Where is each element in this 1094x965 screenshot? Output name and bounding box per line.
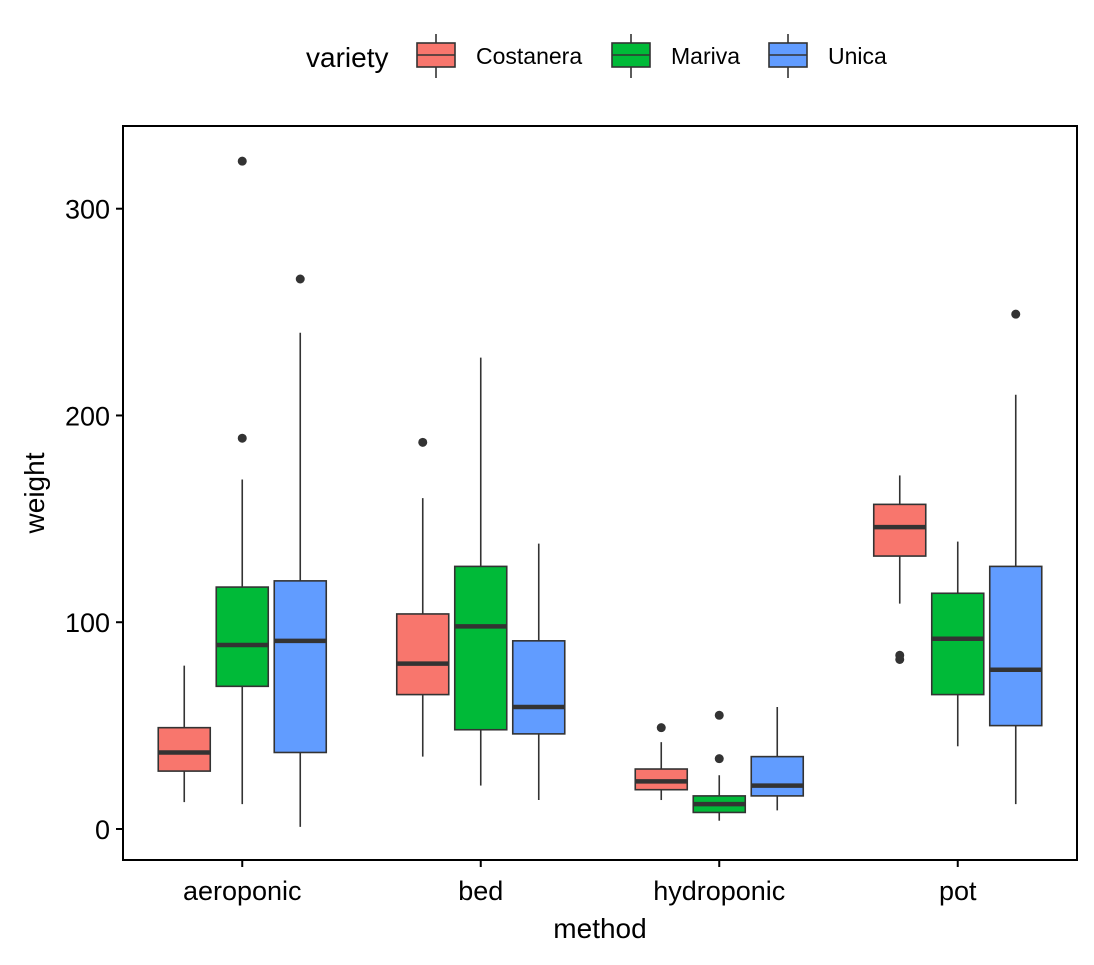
box-costanera-aeroponic — [157, 665, 212, 803]
x-axis-title: method — [553, 913, 646, 944]
box-iqr — [930, 592, 985, 696]
y-axis: 0 100 200 300 — [65, 195, 123, 845]
box-iqr — [988, 565, 1043, 727]
box-unica-bed — [511, 543, 566, 801]
x-tick-label-hydroponic: hydroponic — [653, 876, 785, 906]
outlier-point — [237, 156, 247, 166]
outlier-point — [895, 650, 905, 660]
outlier-point — [714, 754, 724, 764]
box-iqr — [872, 503, 927, 557]
plot-panel — [122, 125, 1078, 861]
box-iqr — [750, 755, 805, 797]
box-costanera-bed — [395, 437, 450, 757]
outlier-point — [714, 710, 724, 720]
legend-items: Costanera Mariva Unica — [416, 34, 887, 78]
box-iqr — [395, 613, 450, 696]
legend: variety Costanera Mariva Unica — [306, 34, 887, 78]
box-iqr — [273, 580, 328, 754]
x-tick-label-aeroponic: aeroponic — [183, 876, 302, 906]
box-iqr — [215, 586, 270, 688]
legend-item-costanera: Costanera — [416, 34, 582, 78]
legend-item-unica: Unica — [768, 34, 887, 78]
box-unica-hydroponic — [750, 706, 805, 811]
legend-title: variety — [306, 42, 388, 73]
outlier-point — [237, 433, 247, 443]
box-mariva-bed — [453, 357, 508, 786]
x-tick-label-pot: pot — [939, 876, 977, 906]
x-axis: aeroponic bed hydroponic pot — [183, 860, 977, 906]
y-tick-label: 100 — [65, 608, 110, 638]
box-iqr — [453, 565, 508, 731]
outlier-point — [295, 274, 305, 284]
outlier-point — [656, 723, 666, 733]
y-tick-label: 300 — [65, 195, 110, 225]
box-mariva-aeroponic — [215, 156, 270, 805]
legend-item-mariva: Mariva — [611, 34, 740, 78]
outlier-point — [1011, 309, 1021, 319]
box-iqr — [511, 640, 566, 735]
box-costanera-pot — [872, 475, 927, 664]
outlier-point — [418, 437, 428, 447]
box-unica-pot — [988, 309, 1043, 805]
legend-label: Costanera — [476, 43, 582, 69]
y-tick-label: 0 — [95, 815, 110, 845]
legend-label: Unica — [828, 43, 887, 69]
box-unica-aeroponic — [273, 274, 328, 827]
y-axis-title: weight — [19, 452, 50, 534]
panel-border — [122, 125, 1078, 861]
box-iqr — [157, 726, 212, 772]
legend-label: Mariva — [671, 43, 740, 69]
y-tick-label: 200 — [65, 401, 110, 431]
box-mariva-hydroponic — [692, 710, 747, 821]
x-tick-label-bed: bed — [458, 876, 503, 906]
box-mariva-pot — [930, 541, 985, 747]
box-costanera-hydroponic — [634, 723, 689, 801]
